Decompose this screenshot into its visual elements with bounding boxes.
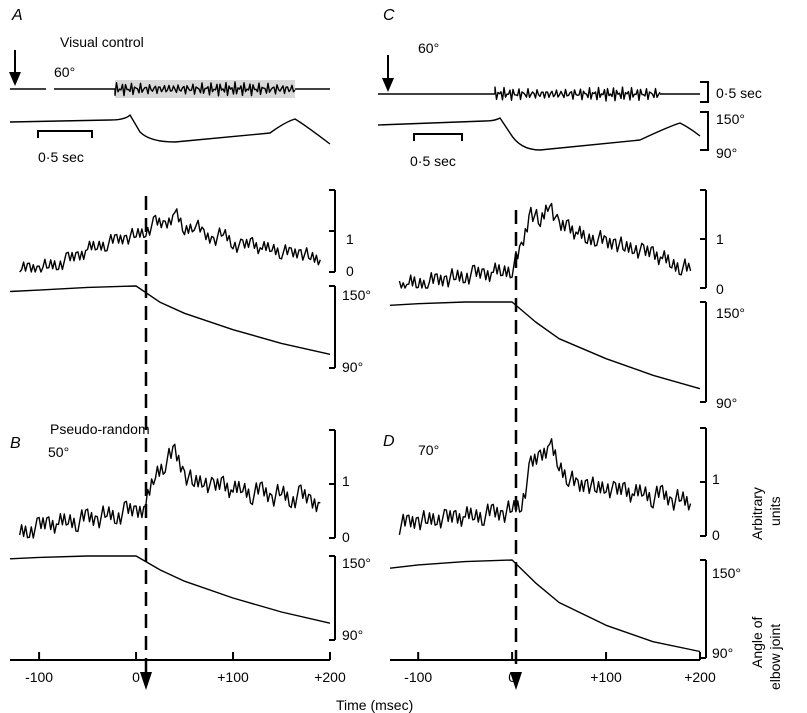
- time-tick-label: -100: [404, 669, 432, 685]
- condition-label-b: Pseudo-random: [50, 421, 150, 437]
- start-angle-d: 70°: [418, 442, 439, 458]
- time-scale-label-c: 0·5 sec: [410, 153, 456, 169]
- time-tick-label: 0: [508, 669, 516, 685]
- emg-scale-high-a: 1: [346, 231, 354, 247]
- start-angle-a: 60°: [54, 64, 75, 80]
- raw-emg-a: [10, 80, 330, 98]
- panel-label-d: D: [383, 433, 395, 450]
- stimulus-arrow-a: [9, 50, 21, 86]
- scale-bars-a: 1 0 150° 90°: [329, 189, 371, 375]
- trace-b-angle: [9, 555, 331, 624]
- time-scale-bar-c: 0·5 sec: [410, 133, 463, 169]
- trace-a-emg: [19, 208, 321, 273]
- emg-scale-low-d: 0: [712, 527, 720, 543]
- trace-c-angle: [389, 301, 701, 390]
- stimulus-arrow-c: [382, 55, 394, 92]
- onset-line-left: [140, 196, 152, 690]
- x-axis-label: Time (msec): [336, 697, 413, 713]
- scale-bars-c: 1 0 150° 90°: [700, 189, 745, 411]
- angle-scale-low-d: 90°: [712, 645, 733, 661]
- time-tick-label: +200: [314, 669, 346, 685]
- raw-scale-c: 0·5 sec 150° 90°: [700, 81, 762, 161]
- angle-scale-high-a: 150°: [342, 287, 371, 303]
- emg-scale-high-d: 1: [712, 471, 720, 487]
- panel-label-a: A: [11, 7, 23, 24]
- raw-angle-lo-c: 90°: [716, 145, 737, 161]
- time-tick-label: +100: [217, 669, 249, 685]
- ylabel-angle-line1: Angle of: [749, 617, 765, 668]
- emg-scale-high-c: 1: [716, 231, 724, 247]
- time-tick-label: +200: [684, 669, 716, 685]
- condition-label-a: Visual control: [60, 34, 144, 50]
- time-tick-label: 0: [132, 669, 140, 685]
- onset-line-right: [510, 210, 522, 690]
- emg-scale-low-a: 0: [346, 263, 354, 279]
- angle-scale-low-b: 90°: [342, 627, 363, 643]
- trace-d-angle: [389, 559, 701, 653]
- raw-angle-hi-c: 150°: [716, 111, 745, 127]
- scale-bars-b: 1 0 150° 90°: [329, 429, 371, 643]
- emg-scale-high-b: 1: [342, 473, 350, 489]
- raw-emg-c: [378, 86, 700, 102]
- start-angle-b: 50°: [48, 444, 69, 460]
- ylabel-emg-line2: units: [767, 496, 783, 526]
- time-tick-label: +100: [590, 669, 622, 685]
- panel-label-b: B: [10, 435, 21, 452]
- angle-scale-low-c: 90°: [716, 395, 737, 411]
- angle-scale-high-b: 150°: [342, 555, 371, 571]
- averaged-traces: [9, 202, 701, 653]
- angle-scale-high-c: 150°: [716, 305, 745, 321]
- ylabel-angle-line2: elbow joint: [767, 624, 783, 690]
- raw-time-scale-c: 0·5 sec: [716, 85, 762, 101]
- emg-scale-low-b: 0: [342, 529, 350, 545]
- time-axes: -100 0 +100 +200 -100 0 +100 +200: [10, 652, 716, 685]
- start-angle-c: 60°: [418, 40, 439, 56]
- panel-label-c: C: [383, 7, 395, 24]
- trace-d-emg: [398, 438, 692, 536]
- angle-scale-high-d: 150°: [712, 565, 741, 581]
- trace-c-emg: [398, 202, 692, 289]
- scale-bars-d: 1 0 150° 90°: [700, 427, 741, 661]
- raw-angle-a: [9, 114, 331, 145]
- time-scale-label-a: 0·5 sec: [38, 149, 84, 165]
- time-tick-label: -100: [25, 669, 53, 685]
- emg-scale-low-c: 0: [716, 281, 724, 297]
- trace-b-emg: [19, 443, 321, 539]
- time-scale-bar-a: 0·5 sec: [37, 130, 93, 165]
- angle-scale-low-a: 90°: [342, 359, 363, 375]
- raw-angle-c: [377, 117, 701, 151]
- trace-a-angle: [9, 285, 331, 355]
- ylabel-emg-line1: Arbitrary: [749, 487, 765, 540]
